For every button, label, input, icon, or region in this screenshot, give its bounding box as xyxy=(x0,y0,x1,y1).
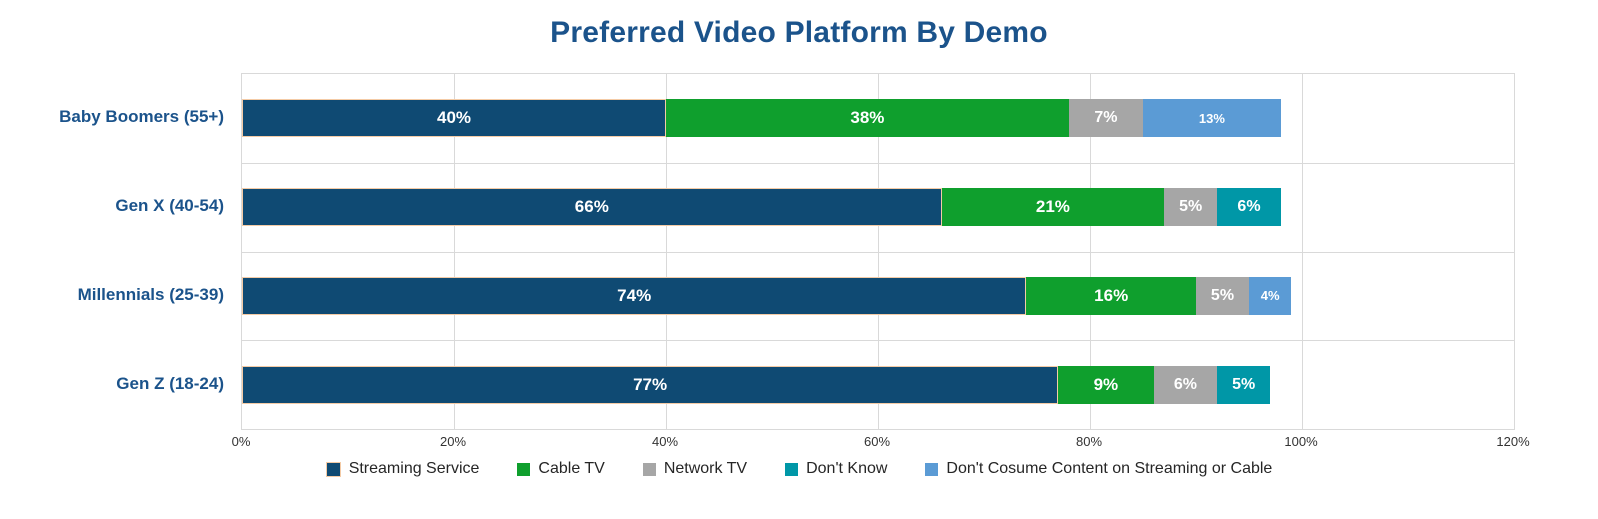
chart-title: Preferred Video Platform By Demo xyxy=(550,16,1048,49)
legend-label: Streaming Service xyxy=(348,460,480,477)
category-label: Gen Z (18-24) xyxy=(116,373,224,393)
legend-swatch xyxy=(785,462,799,476)
data-label: 13% xyxy=(1198,110,1225,126)
bar-segment: 13% xyxy=(1142,99,1281,138)
plot-area: 40% 38% 7% 13% 66% 21% 5% 6% 74% 16% 5% 4% 77% 9% 6% 5% xyxy=(241,73,1515,430)
x-axis-tick-label: 100% xyxy=(1284,434,1318,449)
category-band: 66% 21% 5% 6% xyxy=(242,163,1514,252)
legend-swatch xyxy=(517,462,531,476)
legend-item: Don't Cosume Content on Streaming or Cab… xyxy=(925,460,1272,478)
data-label: 7% xyxy=(1094,109,1118,127)
bar-segment: 5% xyxy=(1217,365,1271,404)
data-label: 38% xyxy=(850,108,885,128)
category-label: Baby Boomers (55+) xyxy=(59,107,224,127)
data-label: 21% xyxy=(1035,197,1070,217)
x-axis-tick-label: 80% xyxy=(1075,434,1103,449)
bar-segment: 74% xyxy=(242,276,1027,315)
bar-segment: 38% xyxy=(666,99,1069,138)
bar-segment: 6% xyxy=(1217,188,1281,227)
legend-item: Streaming Service xyxy=(325,460,480,478)
x-axis-tick-label: 20% xyxy=(439,434,467,449)
category-label: Gen X (40-54) xyxy=(115,196,224,216)
stacked-bar: 77% 9% 6% 5% xyxy=(242,365,1514,404)
x-axis-tick-label: 120% xyxy=(1496,434,1530,449)
legend-label: Don't Cosume Content on Streaming or Cab… xyxy=(946,460,1273,477)
x-axis-tick-label: 40% xyxy=(651,434,679,449)
legend-item: Network TV xyxy=(642,460,748,478)
bar-segment: 7% xyxy=(1068,99,1143,138)
bar-segment: 4% xyxy=(1248,276,1292,315)
horizontal-gridline xyxy=(242,340,1514,342)
legend: Streaming Service Cable TV Network TV Don't… xyxy=(0,460,1598,478)
legend-swatch xyxy=(925,462,939,476)
data-label: 40% xyxy=(436,108,472,128)
stacked-bar: 66% 21% 5% 6% xyxy=(242,188,1514,227)
category-label: Millennials (25-39) xyxy=(77,284,224,304)
category-band: 40% 38% 7% 13% xyxy=(242,74,1514,163)
bar-segment: 9% xyxy=(1058,365,1154,404)
horizontal-gridline xyxy=(242,251,1514,253)
data-label: 74% xyxy=(617,285,652,305)
data-label: 16% xyxy=(1094,285,1129,305)
bar-segment: 66% xyxy=(242,188,942,227)
bar-segment: 6% xyxy=(1153,365,1218,404)
legend-swatch xyxy=(325,461,341,477)
horizontal-gridline xyxy=(242,162,1514,164)
data-label: 66% xyxy=(574,197,609,217)
legend-label: Network TV xyxy=(663,460,748,477)
legend-label: Cable TV xyxy=(538,460,605,477)
category-band: 74% 16% 5% 4% xyxy=(242,252,1514,341)
data-label: 6% xyxy=(1237,198,1261,216)
stacked-bar: 74% 16% 5% 4% xyxy=(242,276,1514,315)
bar-segment: 5% xyxy=(1164,188,1218,227)
data-label: 5% xyxy=(1232,375,1256,393)
data-label: 5% xyxy=(1179,198,1203,216)
data-label: 77% xyxy=(633,374,668,394)
data-label: 5% xyxy=(1210,286,1235,304)
legend-item: Don't Know xyxy=(785,460,887,478)
data-label: 6% xyxy=(1173,375,1197,393)
legend-swatch xyxy=(642,462,656,476)
bar-segment: 40% xyxy=(242,99,666,138)
legend-label: Don't Know xyxy=(806,460,888,477)
legend-item: Cable TV xyxy=(517,460,605,478)
x-axis-tick-label: 0% xyxy=(231,434,251,449)
bar-segment: 77% xyxy=(242,365,1059,404)
bar-segment: 16% xyxy=(1026,276,1196,315)
x-axis-tick-label: 60% xyxy=(863,434,891,449)
stacked-bar: 40% 38% 7% 13% xyxy=(242,99,1514,138)
data-label: 9% xyxy=(1093,374,1119,394)
data-label: 4% xyxy=(1260,288,1280,304)
bar-segment: 21% xyxy=(941,188,1165,227)
bar-segment: 5% xyxy=(1195,276,1249,315)
category-band: 77% 9% 6% 5% xyxy=(242,340,1514,429)
